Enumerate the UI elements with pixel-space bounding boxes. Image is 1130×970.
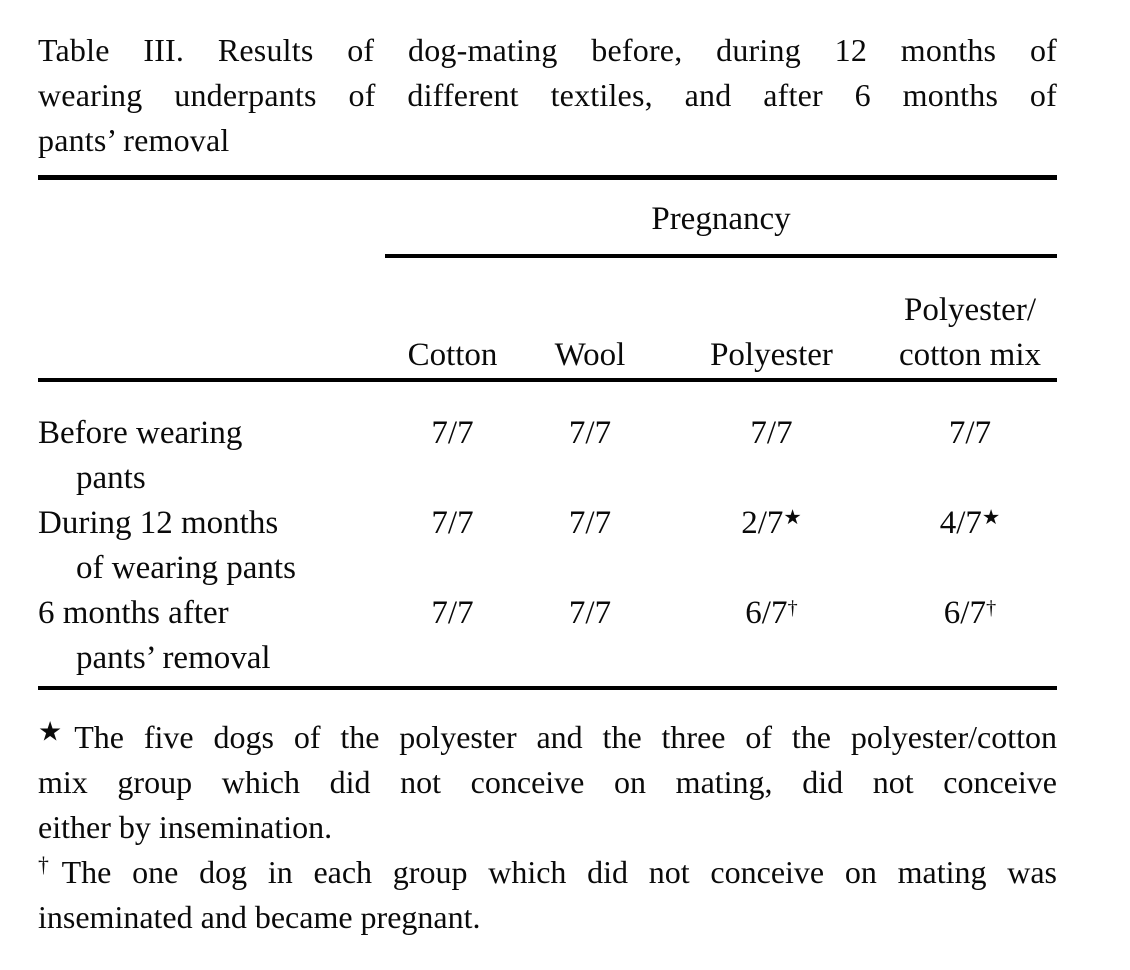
table-caption: Table III. Results of dog-mating before,… <box>38 28 1057 163</box>
cell-value: 7/7 <box>431 505 474 541</box>
footnotes: ★The five dogs of the polyester and the … <box>38 690 1057 940</box>
header-line: Polyester/ <box>904 292 1036 328</box>
caption-line-1: Table III. Results of dog-mating before,… <box>38 32 1057 68</box>
star-marker-icon: ★ <box>783 506 802 529</box>
header-line <box>385 288 520 333</box>
row-label-line: Before wearing <box>38 415 243 451</box>
column-header-polyester-cotton-mix: Polyester/ cotton mix <box>883 288 1057 378</box>
footnote-text: The five dogs of the polyester and the t… <box>74 719 1058 755</box>
row-label-line: pants <box>76 460 146 496</box>
dagger-marker-icon: † <box>38 853 62 878</box>
header-line: cotton mix <box>898 337 1042 373</box>
header-line <box>660 288 883 333</box>
row-label: 6 months after pants’ removal <box>38 591 385 681</box>
cell-value: 4/7★ <box>939 505 1001 541</box>
dagger-marker-icon: † <box>787 596 798 619</box>
footnote-dagger-line-1: †The one dog in each group which did not… <box>38 850 1057 895</box>
caption-line-2: wearing underpants of different textiles… <box>38 77 1057 113</box>
row-label: During 12 months of wearing pants <box>38 501 385 591</box>
row-label-line: During 12 months <box>38 505 279 541</box>
header-line: Wool <box>554 337 626 373</box>
cell-value: 6/7† <box>943 595 997 631</box>
top-rule <box>38 175 1057 180</box>
footnote-dagger-line-2: inseminated and became pregnant. <box>38 899 481 935</box>
footnote-star-line-2: mix group which did not conceive on mati… <box>38 764 1057 800</box>
table-body: Before wearing pants 7/7 7/7 7/7 7/7 Dur… <box>38 382 1057 686</box>
row-label-line: pants’ removal <box>76 640 271 676</box>
spanner-group: Pregnancy <box>385 180 1057 258</box>
column-header-row: Cotton Wool Polyester Polyester/ cotton … <box>38 258 1057 382</box>
row-label-line: 6 months after <box>38 595 229 631</box>
cell-value: 7/7 <box>568 595 612 631</box>
column-header-cotton: Cotton <box>385 288 520 378</box>
row-label: Before wearing pants <box>38 411 385 501</box>
cell-value: 6/7† <box>745 595 798 631</box>
column-header-polyester: Polyester <box>660 288 883 378</box>
cell-value: 7/7 <box>750 415 793 451</box>
cell-value: 7/7 <box>431 595 474 631</box>
footnote-star-line-3: either by insemination. <box>38 809 333 845</box>
cell-value: 7/7 <box>948 415 992 451</box>
spanner-label-pregnancy: Pregnancy <box>651 201 791 237</box>
star-marker-icon: ★ <box>38 716 75 747</box>
row-label-line: of wearing pants <box>76 550 296 586</box>
header-line: Polyester <box>710 337 833 373</box>
column-header-wool: Wool <box>520 288 660 378</box>
star-marker-icon: ★ <box>981 506 1001 529</box>
cell-value: 7/7 <box>568 415 612 451</box>
table-row-6-months-after: 6 months after pants’ removal 7/7 7/7 6/… <box>38 591 1057 681</box>
footnote-star-line-1: ★The five dogs of the polyester and the … <box>38 715 1057 760</box>
cell-value: 7/7 <box>568 505 612 541</box>
cell-value: 2/7★ <box>741 505 802 541</box>
header-line <box>520 288 660 333</box>
table-row-during-12-months: During 12 months of wearing pants 7/7 7/… <box>38 501 1057 591</box>
cell-value: 7/7 <box>431 415 474 451</box>
table-block: Table III. Results of dog-mating before,… <box>38 0 1057 940</box>
header-line: Cotton <box>407 337 498 373</box>
table-row-before-wearing-pants: Before wearing pants 7/7 7/7 7/7 7/7 <box>38 411 1057 501</box>
footnote-text: The one dog in each group which did not … <box>61 854 1058 890</box>
dagger-marker-icon: † <box>985 596 997 619</box>
caption-line-3: pants’ removal <box>38 122 230 158</box>
bottom-rule <box>38 686 1057 690</box>
